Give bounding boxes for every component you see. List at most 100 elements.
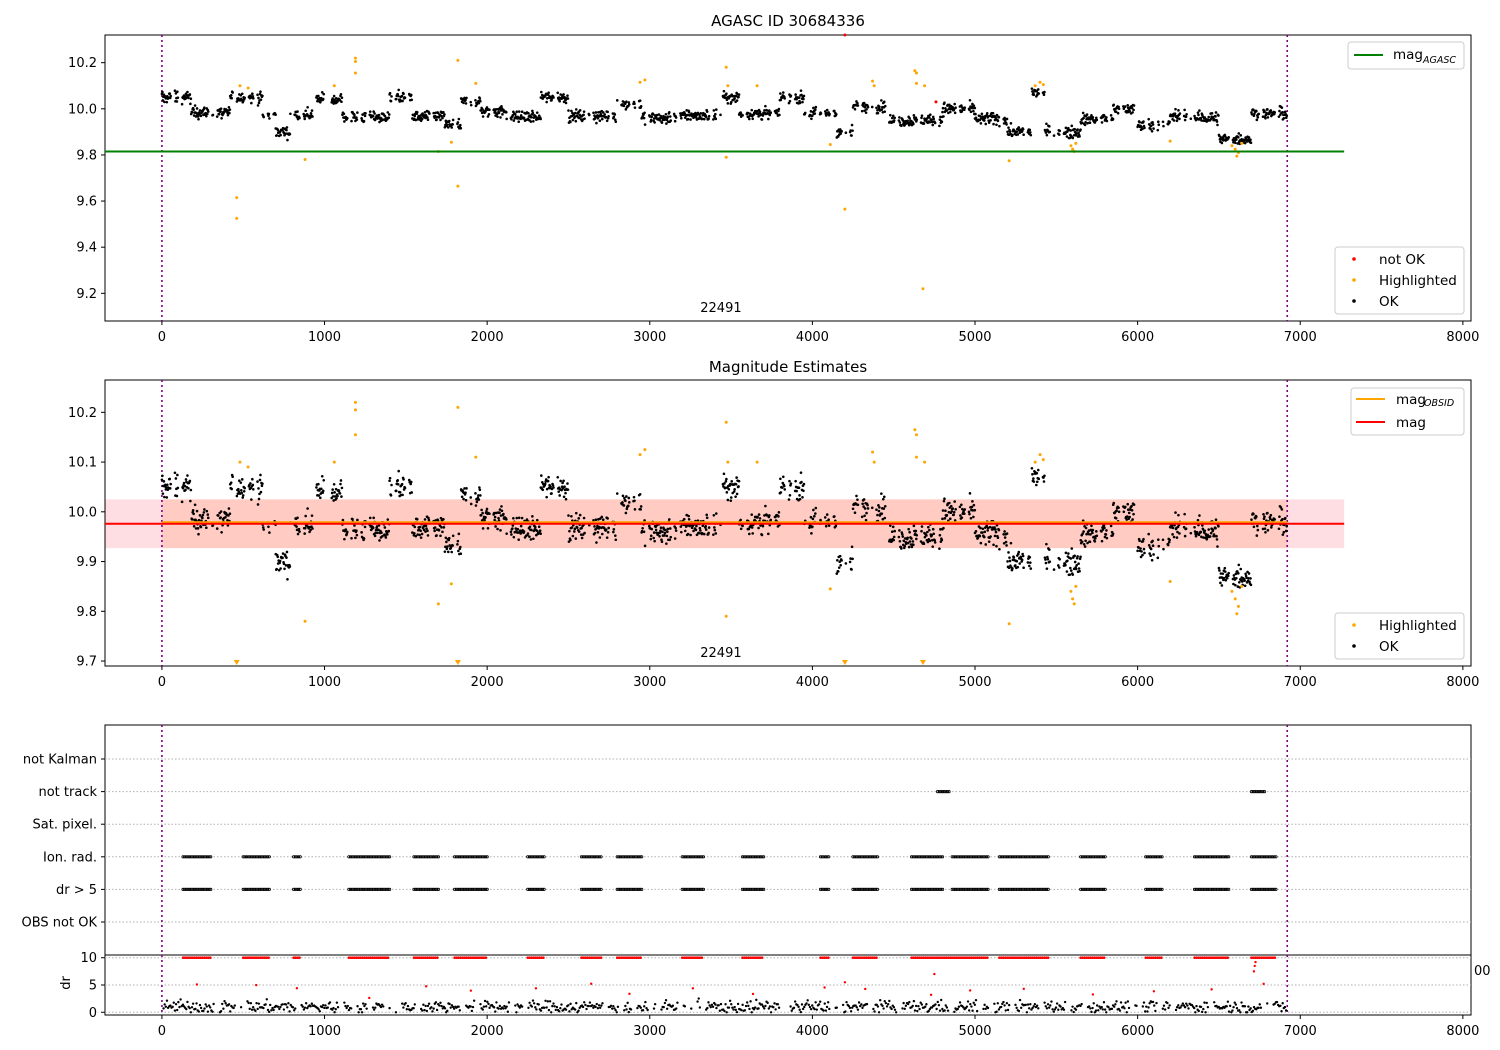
ok-point — [1265, 111, 1268, 115]
flag-mark — [469, 855, 473, 859]
ok-point — [420, 117, 424, 121]
ok-point — [963, 508, 967, 511]
flag-mark — [952, 855, 956, 859]
flag-mark — [854, 887, 858, 892]
ok-point — [598, 119, 602, 123]
ok-point — [627, 103, 631, 106]
ok-point — [1220, 141, 1224, 145]
dr-ok-point — [805, 1002, 808, 1005]
dr-ok-point — [424, 1004, 427, 1008]
ok-point — [952, 513, 956, 517]
dr-ok-point — [545, 1006, 548, 1009]
ok-point — [812, 508, 815, 512]
flag-mark — [264, 855, 268, 859]
flag-mark — [384, 887, 388, 892]
dr-ok-point — [271, 1006, 274, 1010]
flag-mark — [1028, 887, 1032, 892]
flag-mark — [431, 887, 436, 892]
flag-mark — [209, 887, 213, 892]
flag-mark — [1207, 887, 1211, 892]
ok-point — [722, 472, 726, 476]
ok-point — [402, 478, 405, 481]
ok-point — [169, 94, 172, 98]
ok-point — [228, 108, 232, 111]
ok-point — [674, 526, 677, 530]
ok-point — [594, 518, 598, 521]
dr-ok-point — [278, 1007, 281, 1011]
ok-point — [1111, 532, 1115, 536]
ok-point — [1044, 131, 1048, 134]
ok-point — [890, 539, 894, 543]
ok-point — [945, 513, 949, 517]
ok-point — [1170, 524, 1174, 527]
ok-point — [257, 101, 261, 105]
dr-ok-point — [748, 1007, 751, 1011]
flag-mark — [690, 855, 694, 859]
ok-point — [1117, 510, 1121, 514]
ok-point — [652, 531, 656, 534]
ok-point — [432, 111, 435, 115]
dr-ok-point — [768, 1005, 772, 1008]
flag-mark — [353, 887, 358, 892]
ok-point — [1105, 119, 1109, 123]
ok-point — [1216, 123, 1219, 127]
dr-ok-point — [773, 1002, 776, 1005]
dr-ok-point — [793, 1000, 797, 1003]
ok-point — [515, 110, 519, 113]
dr-ok-point — [937, 1003, 941, 1007]
ok-point — [478, 488, 482, 492]
ok-point — [1131, 518, 1134, 521]
ok-point — [229, 481, 233, 484]
flag-mark — [1218, 887, 1223, 892]
ok-point — [543, 482, 547, 486]
ok-point — [1284, 529, 1288, 533]
ok-point — [1266, 108, 1269, 111]
flag-mark — [1254, 789, 1258, 794]
flag-mark — [1097, 855, 1101, 859]
flag-category-label: OBS not OK — [22, 916, 98, 931]
ok-point — [1131, 111, 1134, 114]
ok-point — [880, 512, 884, 515]
flag-mark — [622, 887, 626, 892]
flag-mark — [244, 887, 249, 892]
dr-ok-point — [970, 1005, 973, 1008]
flag-mark — [918, 855, 922, 859]
ok-point — [530, 528, 533, 532]
ok-point — [1141, 539, 1145, 543]
ok-point — [633, 499, 636, 503]
ok-point — [505, 117, 508, 121]
dr-ok-point — [527, 1006, 530, 1010]
flag-mark — [485, 887, 489, 892]
ok-point — [552, 96, 555, 99]
ok-point — [613, 534, 617, 537]
ok-point — [535, 529, 539, 532]
ok-point — [1066, 130, 1069, 133]
ok-point — [527, 112, 530, 115]
ok-point — [712, 533, 715, 536]
flag-mark — [246, 855, 250, 859]
ok-point — [1083, 545, 1087, 548]
ok-point — [361, 113, 364, 116]
flag-mark — [1217, 887, 1221, 892]
ok-point — [814, 512, 817, 515]
dr-ok-point — [356, 1005, 359, 1008]
flag-mark — [192, 887, 197, 892]
ok-point — [383, 114, 387, 118]
flag-mark — [1030, 855, 1034, 859]
flag-mark — [921, 887, 925, 892]
ok-point — [224, 515, 227, 519]
ok-point — [1011, 133, 1014, 137]
dr-ok-point — [664, 999, 668, 1002]
ok-point — [949, 504, 953, 508]
flag-mark — [366, 887, 371, 892]
ok-point — [1043, 90, 1046, 94]
flag-mark — [293, 887, 297, 892]
flag-mark — [474, 855, 478, 859]
ok-point — [657, 113, 661, 116]
ok-point — [344, 528, 348, 531]
ok-point — [1217, 566, 1221, 570]
ok-point — [168, 96, 172, 100]
flag-mark — [420, 887, 424, 892]
ok-point — [569, 120, 572, 124]
ok-point — [442, 517, 445, 521]
